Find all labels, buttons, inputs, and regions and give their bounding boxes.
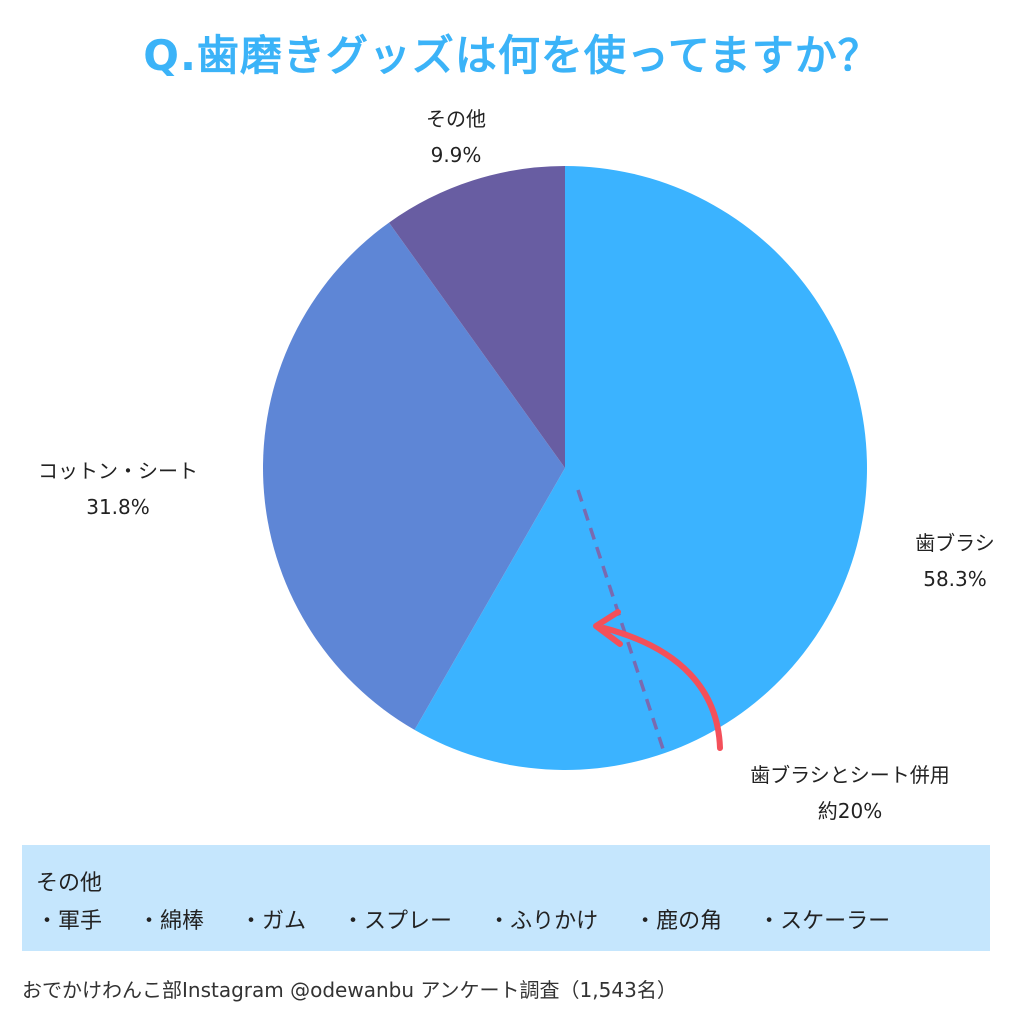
other-item: ・軍手 xyxy=(36,909,103,934)
combined-use-divider xyxy=(576,489,666,753)
other-items-title: その他 xyxy=(36,871,103,896)
slice-label: 歯ブラシ xyxy=(915,531,995,555)
other-items-list: ・軍手 ・綿棒 ・ガム ・スプレー ・ふりかけ ・鹿の角 ・スケーラー xyxy=(36,903,986,935)
chart-title: Q.歯磨きグッズは何を使ってますか？ xyxy=(143,31,881,80)
slice-percent: 9.9% xyxy=(431,143,482,167)
annotation-label: 歯ブラシとシート併用 xyxy=(750,763,950,787)
slice-label: コットン・シート xyxy=(38,459,198,483)
annotation-arrow xyxy=(601,625,723,751)
other-item: ・スプレー xyxy=(342,909,453,934)
slice-percent: 58.3% xyxy=(923,567,987,591)
pie-chart: 歯ブラシ 58.3% コットン・シート 31.8% その他 9.9% 歯ブラシとシート併用約… xyxy=(38,107,995,823)
other-item: ・ガム xyxy=(240,909,307,934)
annotation-arrowhead xyxy=(593,609,623,647)
pie-slice-2 xyxy=(263,222,565,730)
pie-slice-3 xyxy=(389,166,565,468)
other-item: ・スケーラー xyxy=(758,909,891,934)
other-item: ・綿棒 xyxy=(138,909,205,934)
slice-label: その他 xyxy=(426,107,486,131)
slice-percent: 31.8% xyxy=(86,495,150,519)
annotation-value: 約20% xyxy=(818,799,882,823)
other-items-box: その他 ・軍手 ・綿棒 ・ガム ・スプレー ・ふりかけ ・鹿の角 ・スケーラー xyxy=(22,845,990,951)
pie-slice-1 xyxy=(414,166,867,770)
other-item: ・ふりかけ xyxy=(488,909,599,934)
other-item: ・鹿の角 xyxy=(634,909,723,934)
survey-source: おでかけわんこ部Instagram @odewanbu アンケート調査（1,54… xyxy=(22,978,677,1002)
